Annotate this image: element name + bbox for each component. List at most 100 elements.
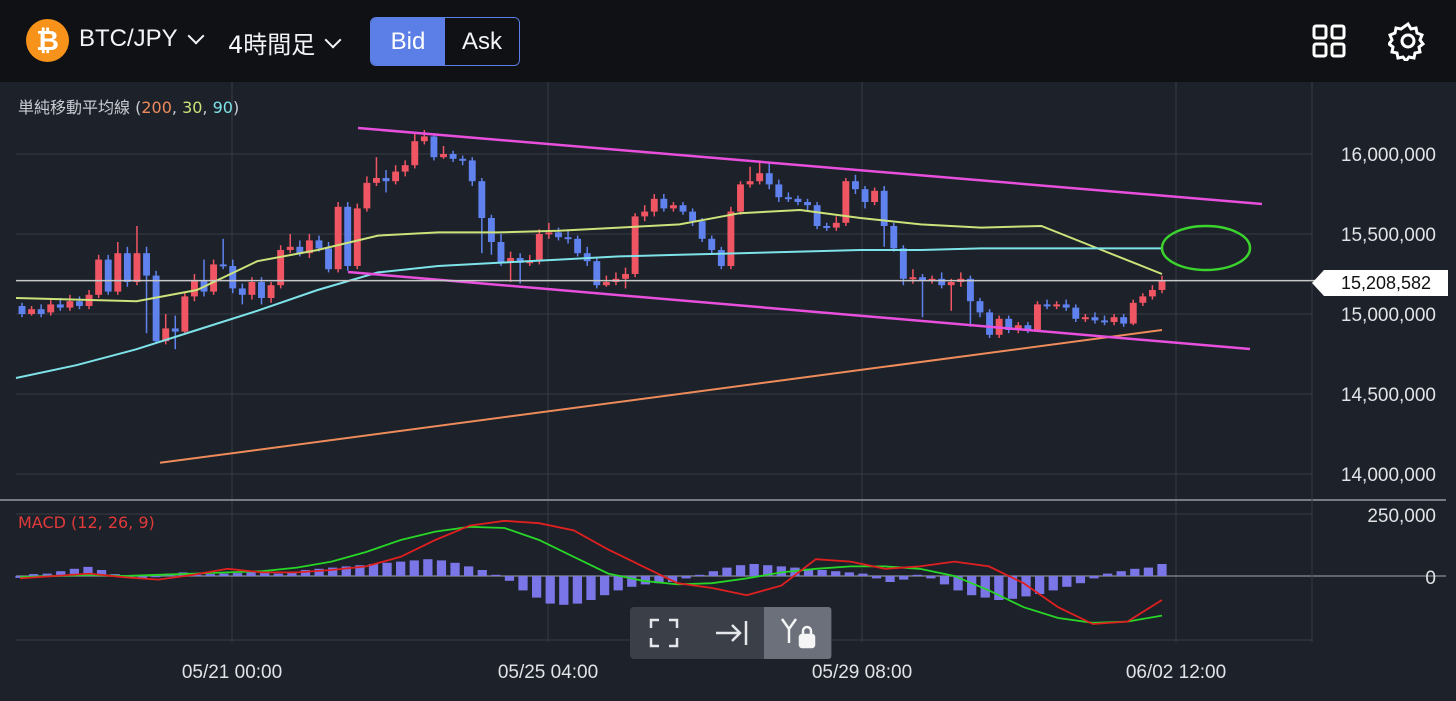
macd-histogram-bar bbox=[42, 573, 52, 576]
candle-body bbox=[305, 240, 313, 254]
candle-body bbox=[363, 182, 371, 209]
candle-body bbox=[928, 278, 936, 281]
macd-histogram-bar bbox=[599, 576, 610, 596]
candle-body bbox=[564, 237, 572, 240]
macd-histogram-bar bbox=[464, 566, 474, 576]
candle-body bbox=[440, 154, 447, 158]
candle-body bbox=[1129, 302, 1137, 324]
price-tick-label: 14,000,000 bbox=[1341, 465, 1436, 486]
candle-body bbox=[861, 189, 869, 202]
macd-histogram-bar bbox=[735, 565, 746, 576]
candle-body bbox=[947, 282, 955, 286]
candle-body bbox=[344, 206, 352, 266]
candle-body bbox=[401, 165, 409, 172]
period-label: 4時間足 bbox=[228, 31, 316, 59]
candle-body bbox=[133, 253, 141, 282]
macd-tick-label: 250,000 bbox=[1367, 506, 1436, 527]
price-chart[interactable]: 16,000,000 15,500,000 15,000,000 14,500,000… bbox=[0, 82, 1456, 701]
sma-90-label: 90 bbox=[212, 98, 233, 117]
macd-histogram-bar bbox=[871, 576, 882, 579]
candle-body bbox=[737, 184, 744, 212]
macd-histogram-bar bbox=[967, 576, 977, 596]
sma-30-line bbox=[15, 208, 1163, 303]
macd-histogram-bar bbox=[586, 576, 596, 600]
candle-body bbox=[784, 197, 792, 200]
gear-icon[interactable] bbox=[1388, 21, 1428, 61]
macd-histogram-bar bbox=[314, 568, 324, 576]
candle-body bbox=[468, 160, 476, 182]
macd-histogram-bar bbox=[477, 570, 487, 576]
macd-histogram-bar bbox=[1157, 564, 1167, 576]
ask-button[interactable]: Ask bbox=[445, 18, 519, 65]
candle-body bbox=[28, 309, 36, 314]
candle-body bbox=[392, 171, 400, 182]
candle-body bbox=[727, 211, 735, 266]
macd-histogram-bar bbox=[803, 568, 814, 576]
macd-histogram-bar bbox=[69, 568, 80, 576]
candle-body bbox=[1043, 304, 1051, 307]
candle-body bbox=[535, 234, 543, 262]
macd-histogram-bar bbox=[572, 576, 583, 604]
macd-histogram-bar bbox=[423, 559, 433, 576]
sma-30-label: 30 bbox=[182, 98, 203, 117]
candle-body bbox=[66, 301, 74, 308]
candle-body bbox=[1148, 290, 1156, 297]
macd-histogram-bar bbox=[192, 574, 202, 576]
macd-histogram-bar bbox=[219, 573, 229, 576]
candle-body bbox=[574, 238, 582, 254]
expand-icon bbox=[649, 618, 678, 648]
candle-body bbox=[1072, 307, 1080, 319]
chevron-down-icon bbox=[187, 27, 205, 45]
price-tick-label: 15,000,000 bbox=[1341, 305, 1436, 326]
y-axis-lock-button[interactable] bbox=[764, 607, 831, 659]
candle-body bbox=[238, 288, 246, 295]
candle-body bbox=[152, 275, 160, 342]
candle-body bbox=[976, 301, 984, 313]
candle-body bbox=[698, 221, 706, 239]
candle-body bbox=[880, 190, 888, 226]
macd-histogram-bar bbox=[885, 576, 895, 582]
grid-icon[interactable] bbox=[1312, 24, 1346, 58]
candle-body bbox=[1120, 317, 1128, 324]
candle-body bbox=[871, 190, 879, 202]
candle-body bbox=[717, 250, 725, 266]
scroll-to-latest-button[interactable] bbox=[697, 607, 764, 659]
macd-signal-line bbox=[19, 525, 1163, 624]
macd-histogram-bar bbox=[28, 574, 39, 576]
candle-body bbox=[804, 202, 811, 206]
macd-histogram-bar bbox=[681, 576, 691, 579]
macd-histogram-bar bbox=[817, 570, 827, 576]
period-selector[interactable]: 4時間足 bbox=[228, 25, 342, 60]
macd-histogram-bar bbox=[56, 571, 66, 576]
bid-button[interactable]: Bid bbox=[371, 18, 445, 65]
macd-histogram-bar bbox=[667, 576, 678, 582]
macd-histogram-bar bbox=[518, 576, 528, 591]
candle-body bbox=[267, 285, 275, 298]
macd-histogram-bar bbox=[1075, 576, 1086, 584]
fullscreen-button[interactable] bbox=[630, 607, 697, 659]
macd-histogram-bar bbox=[1035, 576, 1045, 594]
candle-body bbox=[890, 226, 898, 249]
top-bar: ₿ BTC/JPY 4時間足 Bid Ask bbox=[0, 0, 1456, 82]
macd-histogram-bar bbox=[137, 576, 147, 579]
candle-body bbox=[373, 178, 380, 183]
macd-histogram-bar bbox=[994, 576, 1004, 600]
macd-histogram-bar bbox=[368, 564, 379, 576]
candle-body bbox=[746, 181, 754, 185]
pair-selector[interactable]: BTC/JPY bbox=[79, 25, 205, 53]
macd-tick-label: 0 bbox=[1425, 568, 1436, 589]
macd-histogram-bar bbox=[1143, 567, 1154, 576]
candle-body bbox=[545, 232, 553, 235]
candle-body bbox=[190, 280, 198, 297]
candle-body bbox=[210, 264, 218, 292]
candle-body bbox=[219, 264, 227, 267]
candle-body bbox=[181, 296, 189, 332]
macd-histogram-bar bbox=[627, 576, 637, 587]
macd-histogram-bar bbox=[83, 566, 93, 576]
candle-body bbox=[104, 259, 112, 292]
candle-body bbox=[286, 246, 294, 250]
macd-histogram-bar bbox=[899, 576, 909, 580]
candle-body bbox=[593, 261, 601, 286]
candle-body bbox=[899, 248, 907, 279]
candle-body bbox=[296, 246, 304, 254]
